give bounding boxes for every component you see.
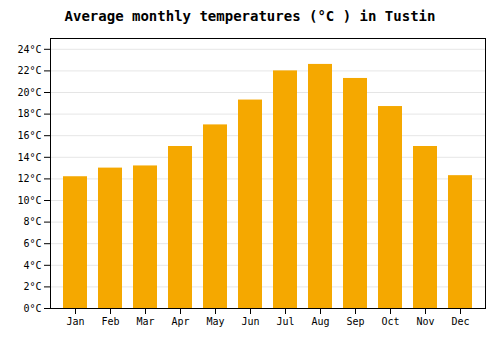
svg-text:6°C: 6°C (23, 238, 41, 249)
svg-text:12°C: 12°C (17, 173, 41, 184)
svg-text:0°C: 0°C (23, 303, 41, 314)
svg-text:May: May (206, 316, 224, 327)
svg-text:14°C: 14°C (17, 152, 41, 163)
svg-text:2°C: 2°C (23, 281, 41, 292)
svg-text:Jan: Jan (66, 316, 84, 327)
svg-text:Oct: Oct (381, 316, 399, 327)
svg-text:Apr: Apr (171, 316, 189, 327)
svg-text:Dec: Dec (451, 316, 469, 327)
svg-text:4°C: 4°C (23, 260, 41, 271)
svg-text:22°C: 22°C (17, 65, 41, 76)
svg-text:10°C: 10°C (17, 195, 41, 206)
svg-text:Feb: Feb (101, 316, 119, 327)
svg-text:Sep: Sep (346, 316, 364, 327)
svg-text:20°C: 20°C (17, 87, 41, 98)
svg-text:Jul: Jul (276, 316, 294, 327)
svg-text:24°C: 24°C (17, 44, 41, 55)
html-text:Average monthly temperatures (: Average monthly temperatures (°C ) in Tu… (64, 8, 436, 24)
svg-text:Mar: Mar (136, 316, 154, 327)
svg-text:Aug: Aug (311, 316, 329, 327)
svg-text:16°C: 16°C (17, 130, 41, 141)
svg-text:Nov: Nov (416, 316, 434, 327)
svg-text:18°C: 18°C (17, 108, 41, 119)
svg-text:8°C: 8°C (23, 216, 41, 227)
svg-text:Jun: Jun (241, 316, 259, 327)
